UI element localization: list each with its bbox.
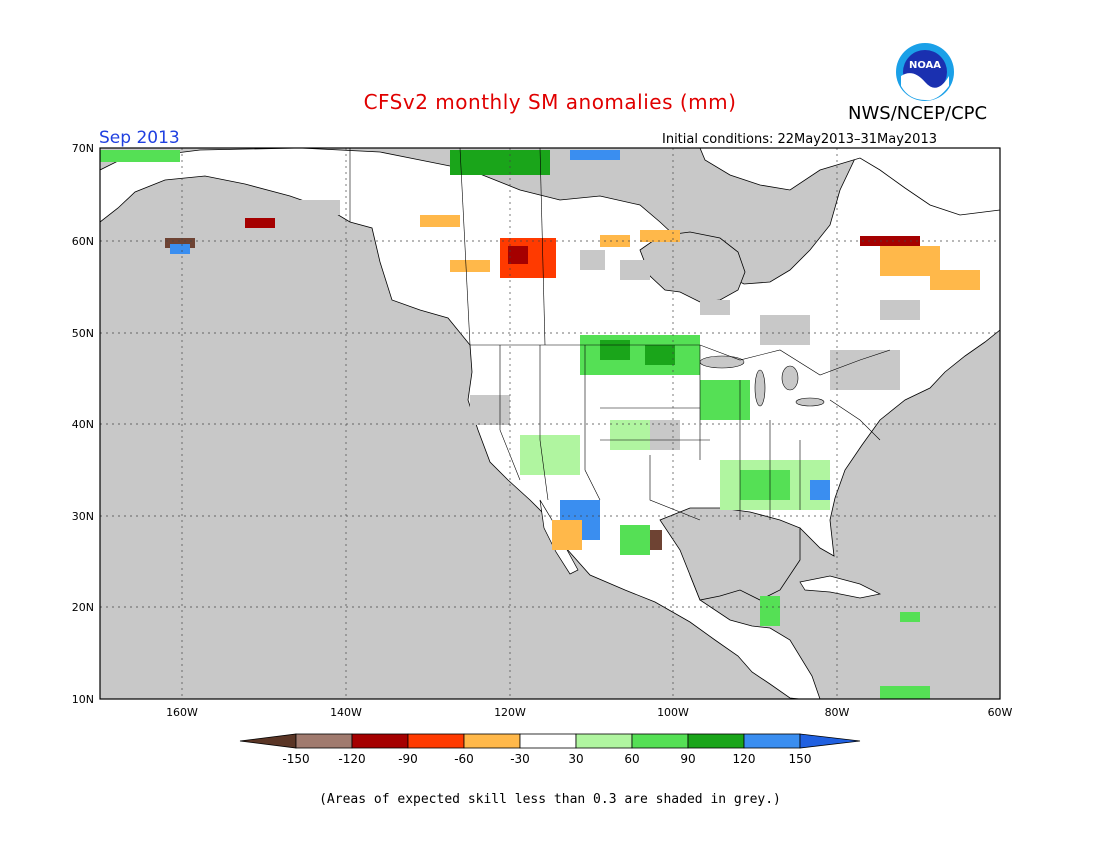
agency-label: NWS/NCEP/CPC	[848, 103, 988, 124]
gridlines	[100, 148, 1000, 699]
colorbar-label: -120	[338, 752, 365, 766]
political-boundaries	[349, 148, 891, 521]
colorbar-label: -90	[398, 752, 418, 766]
lon-label: 60W	[988, 706, 1013, 719]
colorbar-label: 30	[568, 752, 583, 766]
lon-label: 80W	[825, 706, 850, 719]
colorbar-low-arrow	[239, 733, 297, 749]
colorbar-swatch	[575, 733, 633, 749]
noaa-logo: NOAA	[896, 43, 954, 101]
colorbar	[239, 733, 861, 749]
lake-erie	[795, 397, 825, 407]
lat-label: 20N	[72, 601, 94, 614]
initial-conditions: Initial conditions: 22May2013–31May2013	[662, 132, 937, 147]
lake-michigan	[754, 369, 766, 407]
skill-note: (Areas of expected skill less than 0.3 a…	[319, 792, 781, 807]
colorbar-label: 150	[789, 752, 812, 766]
land-cuba	[799, 575, 882, 599]
lon-label: 100W	[657, 706, 689, 719]
colorbar-swatch	[295, 733, 353, 749]
logo-text: NOAA	[909, 60, 941, 71]
colorbar-swatch	[519, 733, 577, 749]
colorbar-swatch	[351, 733, 409, 749]
land-greenland	[699, 148, 1000, 216]
colorbar-swatch	[407, 733, 465, 749]
colorbar-high-arrow	[799, 733, 861, 749]
low-skill-shading	[220, 190, 920, 450]
colorbar-swatch	[687, 733, 745, 749]
colorbar-label: 60	[624, 752, 639, 766]
lat-label: 40N	[72, 418, 94, 431]
colorbar-swatch	[743, 733, 801, 749]
chart-title: CFSv2 monthly SM anomalies (mm)	[363, 90, 737, 114]
anomaly-patches	[100, 150, 980, 699]
lat-label: 70N	[72, 142, 94, 155]
colorbar-label: 90	[680, 752, 695, 766]
lat-label: 10N	[72, 693, 94, 706]
colorbar-label: -30	[510, 752, 530, 766]
lon-label: 140W	[330, 706, 362, 719]
colorbar-label: -60	[454, 752, 474, 766]
map-frame	[99, 147, 1001, 700]
lake-superior	[699, 355, 745, 369]
colorbar-label: 120	[733, 752, 756, 766]
lat-label: 50N	[72, 327, 94, 340]
lat-label: 30N	[72, 510, 94, 523]
hudson-bay	[639, 231, 746, 303]
lat-label: 60N	[72, 235, 94, 248]
colorbar-swatch	[463, 733, 521, 749]
colorbar-swatch	[631, 733, 689, 749]
lon-label: 120W	[494, 706, 526, 719]
colorbar-label: -150	[282, 752, 309, 766]
lake-huron	[781, 365, 799, 391]
forecast-period: Sep 2013	[99, 128, 180, 148]
lon-label: 160W	[166, 706, 198, 719]
